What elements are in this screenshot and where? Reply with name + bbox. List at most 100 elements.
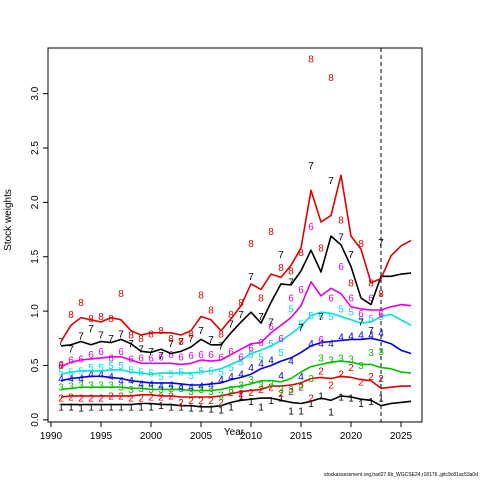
- obs-marker-age-3: 3: [198, 385, 204, 396]
- obs-marker-age-6: 6: [358, 309, 364, 320]
- obs-marker-age-1: 1: [148, 402, 154, 413]
- obs-marker-age-3: 3: [218, 390, 224, 401]
- obs-marker-age-5: 5: [348, 308, 354, 319]
- obs-marker-age-5: 5: [238, 358, 244, 369]
- obs-marker-age-2: 2: [168, 391, 174, 402]
- obs-marker-age-2: 2: [298, 383, 304, 394]
- obs-marker-age-5: 5: [168, 370, 174, 381]
- obs-marker-age-4: 4: [88, 370, 94, 381]
- obs-marker-age-1: 1: [208, 404, 214, 415]
- y-tick-label: 0.5: [30, 358, 41, 372]
- obs-marker-age-3: 3: [118, 383, 124, 394]
- obs-marker-age-4: 4: [218, 375, 224, 386]
- obs-marker-age-3: 3: [138, 384, 144, 395]
- obs-marker-age-1: 1: [88, 402, 94, 413]
- obs-marker-age-3: 3: [378, 347, 384, 358]
- obs-marker-age-1: 1: [168, 402, 174, 413]
- obs-marker-age-3: 3: [58, 383, 64, 394]
- obs-marker-age-4: 4: [228, 372, 234, 383]
- obs-marker-age-5: 5: [138, 367, 144, 378]
- obs-marker-age-1: 1: [338, 392, 344, 403]
- obs-marker-age-2: 2: [198, 396, 204, 407]
- obs-marker-age-2: 2: [68, 392, 74, 403]
- obs-marker-age-8: 8: [368, 278, 374, 289]
- obs-marker-age-5: 5: [178, 367, 184, 378]
- obs-marker-age-2: 2: [358, 377, 364, 388]
- obs-marker-age-3: 3: [278, 385, 284, 396]
- obs-marker-age-4: 4: [138, 379, 144, 390]
- obs-marker-age-4: 4: [378, 328, 384, 339]
- obs-marker-age-7: 7: [268, 317, 274, 328]
- obs-marker-age-3: 3: [318, 353, 324, 364]
- obs-marker-age-1: 1: [188, 403, 194, 414]
- obs-marker-age-8: 8: [198, 290, 204, 301]
- obs-marker-age-2: 2: [308, 394, 314, 405]
- obs-marker-age-1: 1: [348, 394, 354, 405]
- footer-note: stockassessment.org,had27.6b_WGCSE24,r18…: [324, 472, 478, 478]
- obs-marker-age-5: 5: [68, 367, 74, 378]
- obs-marker-age-4: 4: [278, 371, 284, 382]
- obs-marker-age-2: 2: [238, 389, 244, 400]
- obs-marker-age-2: 2: [88, 394, 94, 405]
- obs-marker-age-5: 5: [268, 339, 274, 350]
- obs-marker-age-5: 5: [358, 315, 364, 326]
- obs-marker-age-1: 1: [298, 407, 304, 418]
- obs-marker-age-6: 6: [218, 352, 224, 363]
- y-tick-label: 2.0: [30, 195, 41, 209]
- obs-marker-age-3: 3: [268, 379, 274, 390]
- obs-marker-age-1: 1: [358, 399, 364, 410]
- plot-frame: [47, 47, 423, 423]
- obs-marker-age-6: 6: [158, 352, 164, 363]
- obs-marker-age-5: 5: [98, 363, 104, 374]
- obs-marker-age-6: 6: [238, 352, 244, 363]
- obs-marker-age-1: 1: [308, 399, 314, 410]
- obs-marker-age-2: 2: [338, 370, 344, 381]
- x-tick-label: 2000: [140, 431, 163, 442]
- obs-marker-age-1: 1: [328, 408, 334, 419]
- obs-marker-age-7: 7: [308, 161, 314, 172]
- obs-marker-age-6: 6: [328, 294, 334, 305]
- obs-marker-age-8: 8: [138, 334, 144, 345]
- obs-marker-age-3: 3: [308, 374, 314, 385]
- obs-marker-age-7: 7: [178, 337, 184, 348]
- obs-marker-age-3: 3: [328, 356, 334, 367]
- obs-marker-age-4: 4: [178, 383, 184, 394]
- obs-marker-age-8: 8: [148, 329, 154, 340]
- obs-marker-age-1: 1: [268, 396, 274, 407]
- obs-marker-age-6: 6: [138, 353, 144, 364]
- obs-marker-age-2: 2: [78, 394, 84, 405]
- obs-marker-age-1: 1: [218, 406, 224, 417]
- obs-marker-age-7: 7: [288, 277, 294, 288]
- obs-marker-age-3: 3: [68, 382, 74, 393]
- obs-marker-age-8: 8: [118, 289, 124, 300]
- series-line-age-8: [60, 174, 412, 342]
- obs-marker-age-4: 4: [318, 339, 324, 350]
- x-tick-label: 1990: [40, 431, 63, 442]
- obs-marker-age-8: 8: [378, 289, 384, 300]
- x-tick-label: 2015: [290, 431, 313, 442]
- obs-marker-age-4: 4: [238, 370, 244, 381]
- obs-marker-age-1: 1: [118, 402, 124, 413]
- obs-marker-age-6: 6: [348, 294, 354, 305]
- obs-marker-age-7: 7: [138, 345, 144, 356]
- obs-marker-age-2: 2: [108, 391, 114, 402]
- obs-marker-age-1: 1: [228, 402, 234, 413]
- obs-marker-age-6: 6: [68, 356, 74, 367]
- obs-marker-age-2: 2: [258, 385, 264, 396]
- obs-marker-age-7: 7: [118, 329, 124, 340]
- obs-marker-age-1: 1: [288, 407, 294, 418]
- series-line-age-6: [60, 280, 412, 368]
- obs-marker-age-1: 1: [368, 397, 374, 408]
- obs-marker-age-7: 7: [248, 272, 254, 283]
- obs-marker-age-4: 4: [338, 333, 344, 344]
- obs-marker-age-6: 6: [288, 294, 294, 305]
- obs-marker-age-8: 8: [158, 326, 164, 337]
- obs-marker-age-5: 5: [108, 361, 114, 372]
- obs-marker-age-8: 8: [108, 314, 114, 325]
- obs-marker-age-7: 7: [188, 334, 194, 345]
- obs-marker-age-7: 7: [128, 339, 134, 350]
- y-tick-label: 3.0: [30, 86, 41, 100]
- obs-marker-age-7: 7: [98, 331, 104, 342]
